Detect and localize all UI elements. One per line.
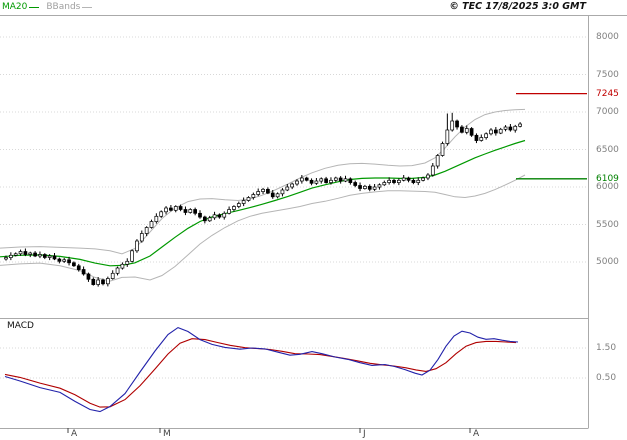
price-axis-label: 6000 xyxy=(596,182,619,192)
bollinger-upper-line xyxy=(0,108,526,255)
macd-panel-label: MACD xyxy=(7,321,34,331)
month-label: A xyxy=(473,429,480,439)
legend-item-ma20: MA20 xyxy=(2,1,40,14)
legend-bbands-label: BBands xyxy=(46,2,81,12)
price-axis-label: 7500 xyxy=(596,69,619,80)
month-label: A xyxy=(71,429,78,439)
month-label: J xyxy=(363,429,366,439)
legend-ma20-label: MA20 xyxy=(2,2,28,12)
price-level-label-support: 6109 xyxy=(596,173,619,184)
price-axis-label: 8000 xyxy=(596,32,619,42)
price-axis-label: 6500 xyxy=(596,144,619,155)
macd-axis-label: 0.50 xyxy=(596,373,617,383)
bbands-line-sample-icon xyxy=(82,7,93,8)
macd-axis-label: 1.50 xyxy=(596,343,617,353)
price-level-label-resistance: 7245 xyxy=(596,88,619,99)
month-label: M xyxy=(163,429,171,439)
candles xyxy=(4,112,522,287)
price-axis-label: 5000 xyxy=(596,257,619,267)
copyright-text: © TEC 17/8/2025 3:0 GMT xyxy=(449,1,586,12)
bollinger-lower-line xyxy=(0,174,526,282)
price-axis-label: 7000 xyxy=(596,107,619,117)
price-axis-label: 5500 xyxy=(596,219,619,230)
ma20-line xyxy=(0,139,526,267)
legend-item-bbands: BBands xyxy=(46,1,93,14)
macd-line xyxy=(4,326,519,413)
ma20-line-sample-icon xyxy=(29,7,40,8)
legend: MA20 BBands xyxy=(2,1,99,14)
